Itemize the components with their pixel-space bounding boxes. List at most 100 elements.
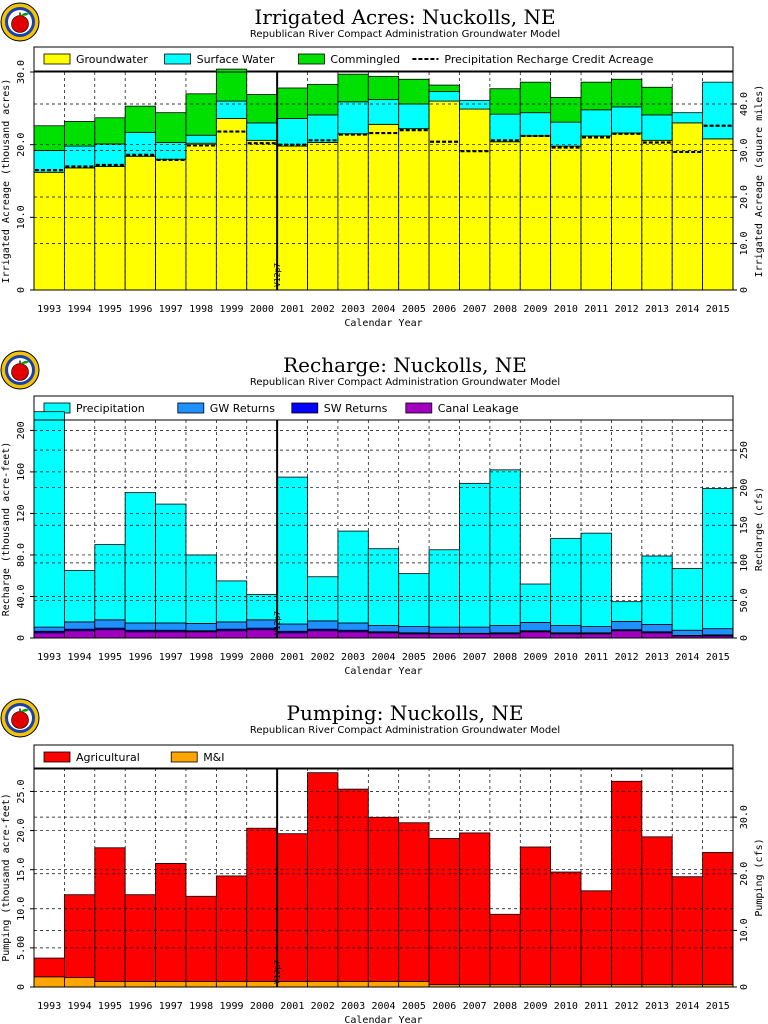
- bar-surface-water-2005: [398, 103, 430, 130]
- x-axis-label: Calendar Year: [344, 318, 422, 329]
- bar-groundwater-1993: [33, 171, 65, 291]
- bar-commingled-2001: [276, 87, 308, 119]
- bar-precipitation-1993: [33, 411, 65, 628]
- bar-agricultural-2009: [519, 846, 552, 986]
- model-version-label: V12p7: [273, 960, 282, 984]
- bar-mandi-2004: [367, 981, 400, 988]
- model-version-label: V12p7: [273, 611, 282, 635]
- bar-gw-returns-1994: [63, 621, 96, 630]
- bars: [33, 772, 734, 988]
- bar-agricultural-2008: [489, 913, 521, 986]
- bar-canal-leakage-2004: [367, 632, 400, 639]
- x-tick-label: 2006: [432, 304, 456, 315]
- bar-canal-leakage-1997: [155, 631, 187, 639]
- x-tick-label: 2003: [341, 652, 365, 663]
- bar-commingled-2012: [611, 78, 643, 108]
- legend-swatch-sw-returns: [291, 402, 319, 414]
- x-tick-label: 2007: [463, 304, 487, 315]
- y-right-tick-label: 40.0: [739, 92, 750, 116]
- legend-label-canal-leakage: Canal Leakage: [438, 402, 519, 415]
- x-tick-label: 2014: [675, 1001, 699, 1012]
- bar-canal-leakage-2012: [611, 630, 643, 639]
- bar-gw-returns-1995: [94, 619, 126, 629]
- bars: [33, 411, 734, 639]
- bar-canal-leakage-1998: [185, 631, 217, 639]
- bar-surface-water-2003: [337, 101, 369, 135]
- bar-canal-leakage-2011: [580, 633, 612, 639]
- bar-canal-leakage-1995: [94, 629, 126, 639]
- x-tick-label: 2013: [645, 304, 669, 315]
- x-tick-label: 1996: [128, 1001, 152, 1012]
- bar-canal-leakage-2008: [489, 633, 521, 639]
- bar-surface-water-1998: [185, 134, 217, 144]
- bar-precipitation-2013: [641, 555, 673, 625]
- y-axis-label: Irrigated Acreage (thousand acres): [1, 79, 12, 284]
- apple-logo-icon: [0, 698, 40, 738]
- bar-surface-water-2011: [580, 109, 612, 137]
- x-tick-label: 2002: [311, 304, 335, 315]
- x-tick-label: 1999: [219, 304, 243, 315]
- y-right-tick-label: 30.0: [739, 805, 750, 829]
- x-tick-label: 2007: [463, 652, 487, 663]
- bar-mandi-2002: [307, 981, 339, 988]
- x-tick-label: 1995: [98, 652, 122, 663]
- bar-groundwater-2005: [398, 128, 430, 291]
- bar-canal-leakage-2002: [307, 630, 339, 639]
- bar-commingled-2005: [398, 78, 430, 105]
- bar-canal-leakage-2007: [459, 633, 491, 639]
- bar-groundwater-1999: [215, 118, 248, 291]
- bar-canal-leakage-1996: [124, 631, 156, 639]
- bar-mandi-1996: [124, 981, 156, 988]
- bar-commingled-1998: [185, 93, 217, 136]
- x-tick-label: 2008: [493, 652, 517, 663]
- bar-agricultural-2012: [611, 780, 643, 986]
- y-tick-label: 40.0: [16, 584, 27, 608]
- bar-agricultural-2013: [641, 836, 673, 986]
- y-tick-label: 10.0: [16, 205, 27, 229]
- bar-groundwater-2009: [519, 135, 552, 291]
- bar-precipitation-2014: [671, 568, 704, 631]
- bar-canal-leakage-1999: [215, 630, 248, 639]
- bar-agricultural-1998: [185, 895, 217, 982]
- y-tick-label: 20.0: [16, 819, 27, 843]
- x-tick-label: 1998: [189, 304, 213, 315]
- bar-surface-water-1994: [63, 145, 96, 169]
- x-tick-label: 2008: [493, 304, 517, 315]
- legend-swatch-groundwater: [43, 53, 71, 65]
- bar-agricultural-2001: [276, 833, 308, 982]
- bar-commingled-2000: [246, 94, 278, 124]
- x-tick-label: 2015: [706, 1001, 730, 1012]
- bar-precipitation-2011: [580, 532, 612, 627]
- y-right-tick-label: 10.0: [739, 918, 750, 942]
- y-tick-label: 20.0: [16, 133, 27, 157]
- y-tick-label: 5.00: [16, 936, 27, 960]
- x-tick-label: 2013: [645, 1001, 669, 1012]
- y-right-tick-label: 200: [739, 479, 750, 497]
- chart-title: Irrigated Acres: Nuckolls, NE: [254, 5, 555, 29]
- bar-commingled-2006: [428, 84, 460, 93]
- legend-label-sw-returns: SW Returns: [324, 402, 388, 415]
- bar-commingled-1993: [33, 125, 65, 151]
- x-tick-label: 1997: [159, 652, 183, 663]
- x-tick-label: 2011: [584, 1001, 608, 1012]
- bar-precipitation-1997: [155, 503, 187, 624]
- x-tick-label: 2010: [554, 304, 578, 315]
- x-tick-label: 2005: [402, 652, 426, 663]
- grid: [34, 768, 733, 987]
- bar-precipitation-1995: [94, 544, 126, 621]
- bar-canal-leakage-2003: [337, 631, 369, 639]
- bar-mandi-1993: [33, 976, 65, 988]
- bar-surface-water-2010: [550, 121, 582, 147]
- legend-swatch-surface-water: [164, 53, 192, 65]
- bar-canal-leakage-1993: [33, 632, 65, 639]
- x-tick-label: 2002: [311, 652, 335, 663]
- y-tick-label: 15.0: [16, 858, 27, 882]
- legend-swatch-canal-leakage: [405, 402, 433, 414]
- chart-title: Pumping: Nuckolls, NE: [287, 701, 524, 725]
- y-tick-label: 160: [16, 463, 27, 481]
- x-axis-label: Calendar Year: [344, 1015, 422, 1024]
- apple-logo-icon: [0, 2, 40, 42]
- bar-surface-water-1996: [124, 131, 156, 157]
- y-tick-label: 10.0: [16, 897, 27, 921]
